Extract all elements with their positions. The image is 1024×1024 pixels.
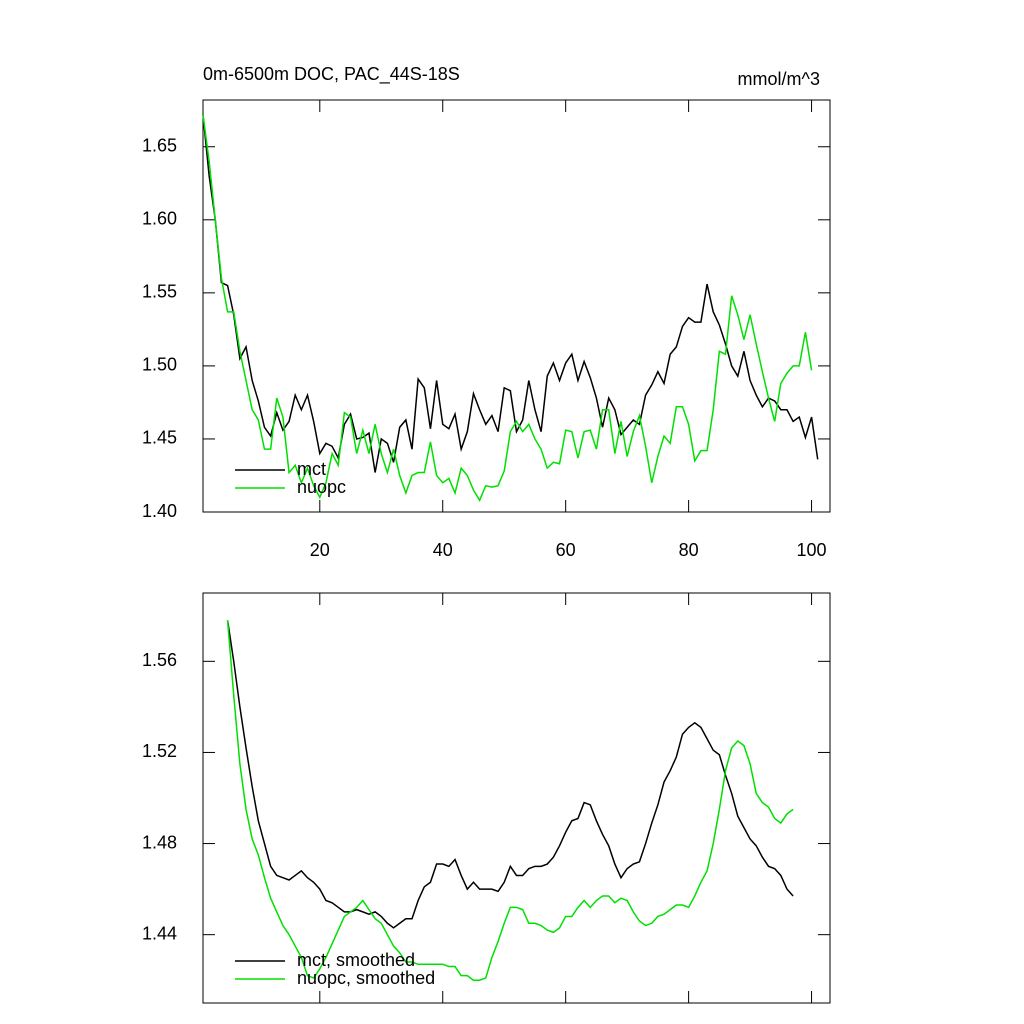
y-tick-label: 1.44 <box>142 923 177 943</box>
chart-title: 0m-6500m DOC, PAC_44S-18S <box>203 64 460 85</box>
y-tick-label: 1.55 <box>142 282 177 302</box>
y-tick-label: 1.60 <box>142 209 177 229</box>
y-tick-label: 1.50 <box>142 355 177 375</box>
y-tick-label: 1.48 <box>142 832 177 852</box>
x-tick-label: 80 <box>679 540 699 560</box>
units-label: mmol/m^3 <box>738 69 820 89</box>
plot-frame <box>202 99 831 513</box>
series-line <box>226 620 794 929</box>
y-tick-label: 1.65 <box>142 136 177 156</box>
y-tick-label: 1.56 <box>142 650 177 670</box>
y-tick-label: 1.40 <box>142 501 177 521</box>
plot-frame <box>202 592 831 1004</box>
x-tick-label: 100 <box>797 540 827 560</box>
series-line <box>202 114 813 502</box>
x-tick-label: 40 <box>433 540 453 560</box>
legend-label: nuopc <box>297 477 346 497</box>
series-line <box>226 620 794 981</box>
legend-label: nuopc, smoothed <box>297 968 435 988</box>
legend-label: mct, smoothed <box>297 950 415 970</box>
series-line <box>202 114 819 473</box>
y-tick-label: 1.45 <box>142 428 177 448</box>
legend-label: mct <box>297 459 326 479</box>
y-tick-label: 1.52 <box>142 741 177 761</box>
x-tick-label: 60 <box>556 540 576 560</box>
x-tick-label: 20 <box>310 540 330 560</box>
